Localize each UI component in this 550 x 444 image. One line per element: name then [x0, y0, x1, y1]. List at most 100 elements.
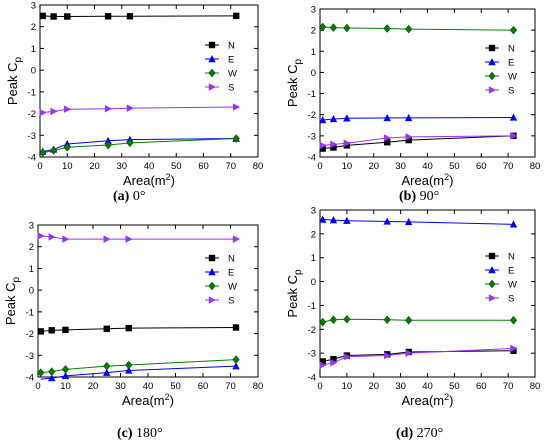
series-line	[40, 326, 237, 332]
x-tick-label: 10	[342, 381, 353, 392]
data-point	[383, 351, 392, 360]
data-point	[509, 220, 518, 228]
x-tick-label: 30	[115, 381, 126, 392]
legend-label: S	[508, 294, 514, 305]
y-tick-label: -2	[308, 325, 316, 336]
caption-d-angle: 270°	[416, 426, 444, 441]
series-line	[40, 359, 237, 374]
series-e	[318, 113, 518, 124]
legend-label: N	[508, 252, 515, 263]
data-point	[232, 362, 240, 370]
data-point	[48, 367, 56, 376]
data-point	[104, 13, 112, 20]
y-tick-label: -4	[26, 373, 34, 384]
series-s	[37, 232, 240, 243]
data-point	[61, 371, 70, 380]
series-line	[322, 219, 514, 225]
y-tick-label: 1	[29, 264, 34, 275]
legend-marker	[208, 268, 216, 276]
data-point	[125, 366, 133, 374]
plot-frame	[319, 8, 536, 158]
data-point	[405, 136, 412, 144]
x-tick-label: 0	[37, 161, 42, 172]
chart-panel-c: 0 10 20 30 40 50 60 70 803210-1-2-3-4Area(m2)Pea…	[3, 221, 263, 409]
series-e	[40, 362, 240, 382]
y-tick-label: 1	[311, 47, 316, 58]
data-point	[103, 235, 111, 243]
y-tick-label: 3	[311, 5, 316, 16]
data-point	[343, 139, 351, 147]
data-point	[125, 235, 133, 243]
data-point	[126, 13, 134, 20]
caption-b: (b) 90°	[399, 189, 439, 205]
x-tick-label: 50	[171, 161, 182, 172]
y-tick-label: -1	[26, 307, 34, 318]
legend-label: N	[508, 44, 515, 55]
series-w	[319, 22, 518, 35]
data-point	[103, 368, 111, 376]
data-point	[319, 317, 327, 327]
data-point	[64, 13, 71, 20]
legend-marker	[208, 296, 216, 304]
series-w	[37, 355, 240, 377]
y-tick-label: 2	[29, 242, 34, 253]
caption-c-tag: (c)	[117, 426, 133, 441]
x-tick-label: 50	[449, 381, 460, 392]
data-point	[37, 232, 45, 240]
data-point	[330, 355, 337, 363]
data-point	[509, 113, 518, 121]
x-tick-label: 40	[143, 381, 154, 392]
data-point	[329, 315, 338, 325]
data-point	[509, 25, 518, 35]
y-tick-label: 2	[31, 22, 36, 33]
data-point	[233, 12, 240, 20]
data-point	[126, 138, 134, 148]
x-axis-label: Area(m2)	[402, 392, 454, 408]
x-tick-label: 80	[253, 161, 264, 172]
x-tick-label: 30	[395, 161, 406, 172]
data-point	[405, 24, 413, 34]
series-line	[42, 106, 237, 113]
chart-panel-d: 0 10 20 30 40 50 60 70 803210-1-2-3-4Area(m2)Pea…	[285, 206, 540, 409]
data-point	[510, 344, 518, 353]
caption-d: (d) 270°	[396, 426, 443, 442]
x-tick-label: 80	[530, 161, 541, 172]
x-tick-label: 40	[144, 161, 155, 172]
data-point	[103, 361, 111, 371]
y-tick-label: 2	[311, 229, 316, 240]
data-point	[510, 132, 518, 140]
series-line	[42, 138, 237, 154]
x-tick-label: 0	[35, 381, 40, 392]
legend-label: E	[228, 55, 234, 66]
x-tick-label: 20	[368, 381, 379, 392]
x-tick-label: 50	[449, 161, 460, 172]
y-tick-label: -4	[308, 373, 316, 384]
y-tick-label: 3	[31, 1, 36, 12]
legend-label: S	[228, 296, 234, 307]
data-point	[343, 353, 351, 361]
y-tick-label: 0	[31, 66, 36, 77]
data-point	[39, 12, 46, 20]
legend-marker	[208, 41, 216, 49]
x-tick-label: 40	[422, 161, 433, 172]
data-point	[329, 23, 338, 32]
data-point	[125, 360, 133, 370]
data-point	[104, 105, 113, 113]
x-tick-label: 50	[170, 381, 181, 392]
series-s	[319, 132, 518, 150]
legend-marker	[488, 294, 496, 302]
data-point	[319, 361, 327, 369]
series-e	[318, 215, 518, 228]
y-tick-label: 3	[29, 221, 34, 232]
caption-b-tag: (b)	[399, 189, 417, 204]
legend-marker	[488, 279, 496, 289]
data-point	[343, 114, 351, 122]
x-tick-label: 10	[60, 381, 71, 392]
legend-marker	[208, 83, 216, 91]
data-point	[329, 216, 338, 224]
data-point	[318, 215, 327, 223]
data-point	[232, 324, 240, 331]
series-w	[319, 314, 518, 327]
caption-a-angle: 0°	[132, 189, 146, 204]
data-point	[404, 113, 413, 122]
